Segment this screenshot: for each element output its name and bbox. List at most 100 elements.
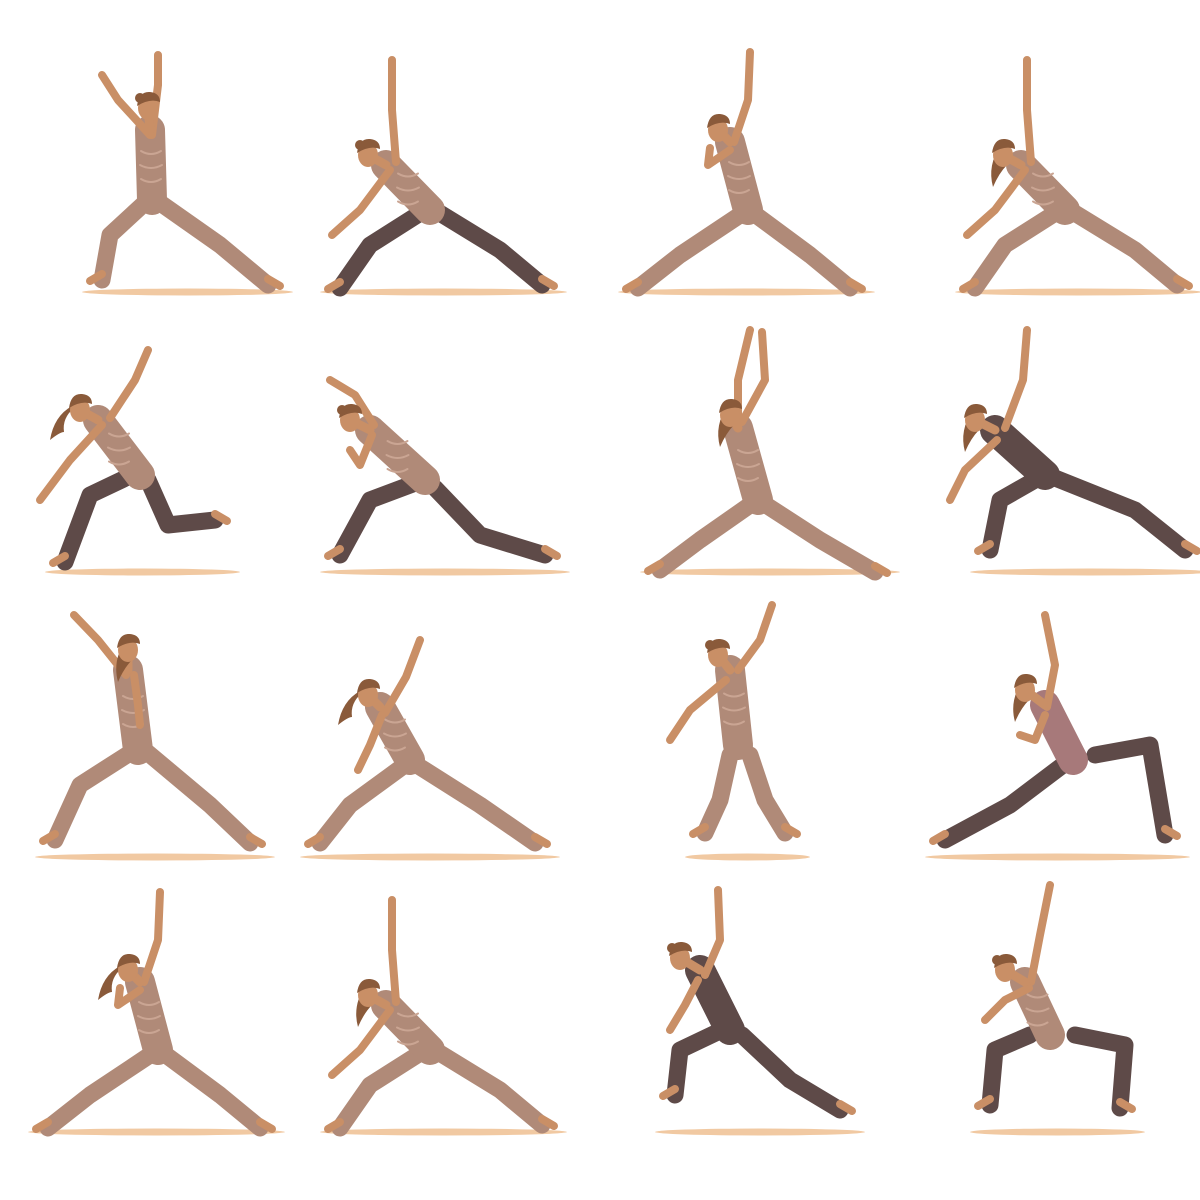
floor-shadow xyxy=(82,288,293,296)
arm-left xyxy=(328,1006,394,1079)
leg-left xyxy=(629,206,749,297)
figure-body xyxy=(324,376,561,564)
foot xyxy=(659,1085,679,1100)
hair-bun xyxy=(135,93,145,103)
leg-left xyxy=(311,758,411,852)
torso xyxy=(125,967,173,1065)
leg-right xyxy=(157,1046,269,1137)
torso xyxy=(1006,150,1080,225)
foot xyxy=(538,1115,558,1130)
figure-body xyxy=(324,896,558,1137)
foot xyxy=(644,560,664,575)
figure-svg xyxy=(82,51,293,296)
outfit-pattern xyxy=(137,1001,161,1034)
figure-svg xyxy=(300,636,560,861)
arm-right xyxy=(738,328,769,426)
yoga-figure-low-lunge-side-reach xyxy=(36,310,300,590)
leg-right xyxy=(147,191,277,294)
figure-svg xyxy=(320,896,567,1137)
arm-right xyxy=(1023,56,1035,166)
leg-right xyxy=(741,746,794,842)
arm-right xyxy=(1016,711,1049,744)
hair-cap xyxy=(69,393,92,408)
hair-bun xyxy=(337,405,347,415)
leg-left xyxy=(331,203,431,297)
arm-left xyxy=(328,166,394,239)
hair-cap xyxy=(357,978,380,993)
hair-cap xyxy=(117,633,140,648)
arm-left xyxy=(36,421,106,504)
arm-left xyxy=(701,886,724,979)
yoga-figure-reverse-warrior xyxy=(310,870,570,1150)
foot xyxy=(959,278,979,293)
arm-right xyxy=(130,671,144,729)
floor-shadow xyxy=(640,568,900,576)
figure-svg xyxy=(925,611,1190,861)
figure-svg xyxy=(35,611,275,861)
leg-left xyxy=(981,471,1044,559)
foot xyxy=(929,830,949,845)
floor-shadow xyxy=(970,568,1200,576)
arm-right xyxy=(326,376,378,429)
leg-left xyxy=(46,744,139,849)
leg-right xyxy=(139,744,259,852)
figure-svg xyxy=(36,346,240,576)
floor-shadow xyxy=(300,853,560,861)
torso xyxy=(715,127,763,225)
outfit-pattern xyxy=(1031,172,1055,206)
foot xyxy=(1116,1098,1136,1113)
floor-shadow xyxy=(618,288,875,296)
figure-body xyxy=(622,48,866,297)
floor-shadow xyxy=(320,568,570,576)
arm-left xyxy=(114,984,144,1009)
arm-right xyxy=(666,976,702,1034)
yoga-figure-standing-side-reach xyxy=(630,595,890,875)
floor-shadow xyxy=(320,1128,567,1136)
outfit-pattern xyxy=(107,432,131,466)
torso xyxy=(723,413,773,515)
foot xyxy=(246,833,266,848)
leg-right xyxy=(411,758,544,852)
foot xyxy=(324,545,344,560)
hair-bun xyxy=(667,943,677,953)
hair-cap xyxy=(719,398,742,413)
figure-svg xyxy=(955,56,1200,297)
figure-svg xyxy=(655,886,865,1136)
yoga-figure-deep-lunge-arm-up xyxy=(925,595,1200,875)
arm-left xyxy=(381,636,424,717)
figure-body xyxy=(86,51,284,294)
floor-shadow xyxy=(35,853,275,861)
yoga-figure-warrior-arms-overhead xyxy=(40,30,300,310)
figure-svg xyxy=(320,376,570,576)
leg-left xyxy=(93,191,157,289)
figure-body xyxy=(666,601,801,842)
figure-svg xyxy=(618,48,875,297)
ponytail-hair xyxy=(338,691,362,725)
leg-right xyxy=(1066,1026,1134,1117)
hair-bun xyxy=(992,955,1002,965)
torso xyxy=(371,150,445,225)
foot xyxy=(531,833,551,848)
foot xyxy=(846,278,866,293)
foot xyxy=(39,830,59,845)
arm-left xyxy=(946,436,1001,504)
leg-right xyxy=(733,1026,849,1119)
floor-shadow xyxy=(45,568,240,576)
outfit-pattern xyxy=(396,1012,420,1046)
foot xyxy=(304,833,324,848)
arm-right xyxy=(106,346,152,422)
yoga-figure-triangle-arm-up xyxy=(618,30,890,310)
leg-right xyxy=(429,1043,551,1134)
leg-right xyxy=(757,496,884,581)
figure-body xyxy=(36,346,231,571)
hair-bun xyxy=(705,640,715,650)
foot xyxy=(974,1095,994,1110)
figure-body xyxy=(974,881,1136,1117)
foot xyxy=(689,823,709,838)
leg-left xyxy=(651,496,759,579)
foot xyxy=(211,510,231,525)
arm-left xyxy=(1027,881,1054,986)
leg-left xyxy=(331,473,427,564)
yoga-figure-reverse-warrior xyxy=(945,30,1200,310)
torso xyxy=(113,655,153,765)
